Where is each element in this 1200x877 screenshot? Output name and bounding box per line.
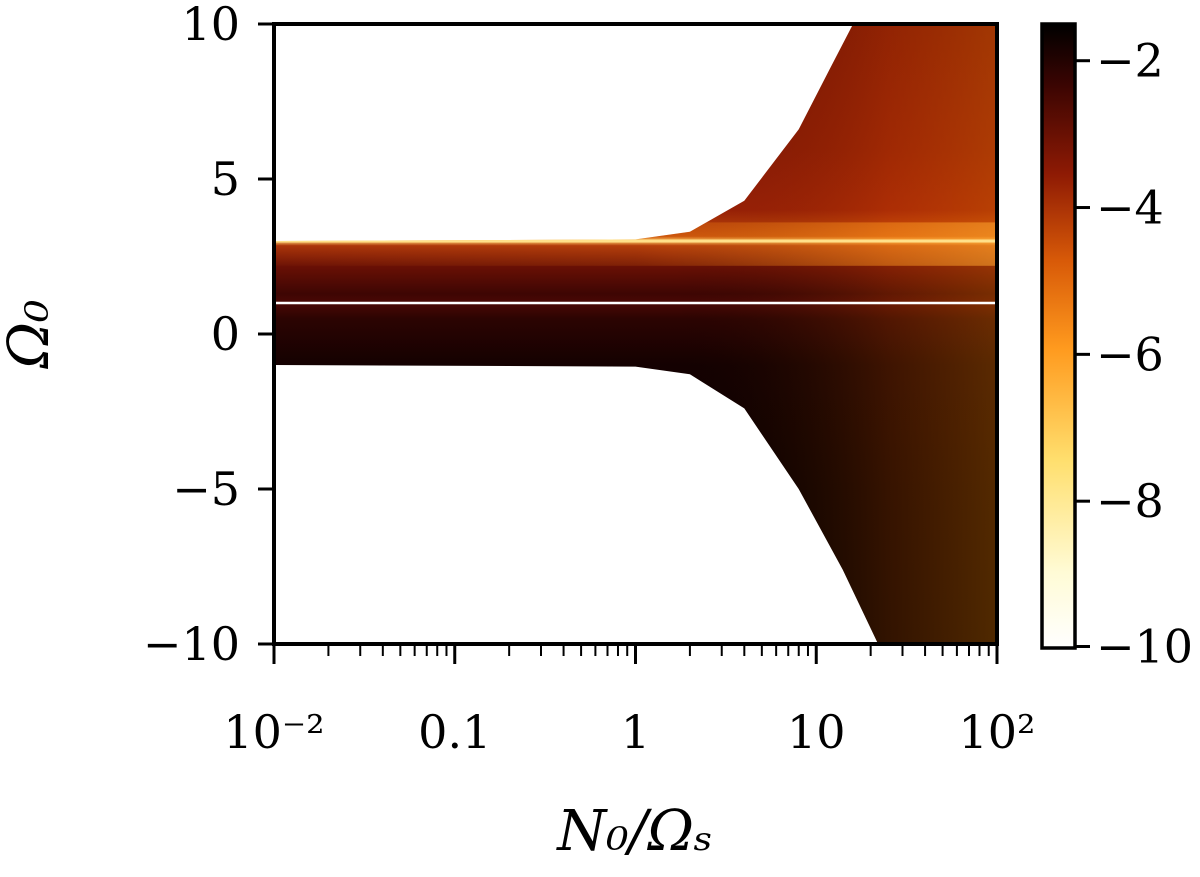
y-tick-label: −5 [172, 462, 240, 516]
colorbar-ticks: −2 −4 −6 −8 −10 [1075, 34, 1193, 674]
x-tick-label: 1 [621, 705, 650, 759]
y-axis-label: Ω₀ [0, 300, 62, 370]
colorbar-tick-label: −6 [1096, 327, 1164, 381]
x-tick-label: 10 [787, 705, 846, 759]
y-tick-label: 5 [211, 152, 240, 206]
x-axis-label: N₀/Ωₛ [555, 799, 713, 864]
y-tick-label: −10 [143, 617, 240, 671]
colorbar-tick-label: −4 [1096, 181, 1164, 235]
colorbar-tick-label: −2 [1096, 34, 1164, 88]
colorbar-frame [1040, 22, 1077, 650]
x-tick-label: 10² [959, 705, 1036, 759]
colorbar-gradient [1042, 24, 1075, 648]
x-axis-ticks: 10⁻² 0.1 1 10 10² [223, 644, 1035, 759]
y-tick-label: 0 [211, 307, 240, 361]
colorbar: −2 −4 −6 −8 −10 [1040, 22, 1193, 674]
y-axis-ticks: 10 5 0 −5 −10 [143, 0, 274, 671]
plot-area [274, 24, 997, 644]
x-tick-label: 10⁻² [223, 705, 324, 759]
x-tick-label: 0.1 [418, 705, 491, 759]
colorbar-tick-label: −10 [1096, 620, 1193, 674]
y-tick-label: 10 [181, 0, 240, 51]
colorbar-tick-label: −8 [1096, 474, 1164, 528]
